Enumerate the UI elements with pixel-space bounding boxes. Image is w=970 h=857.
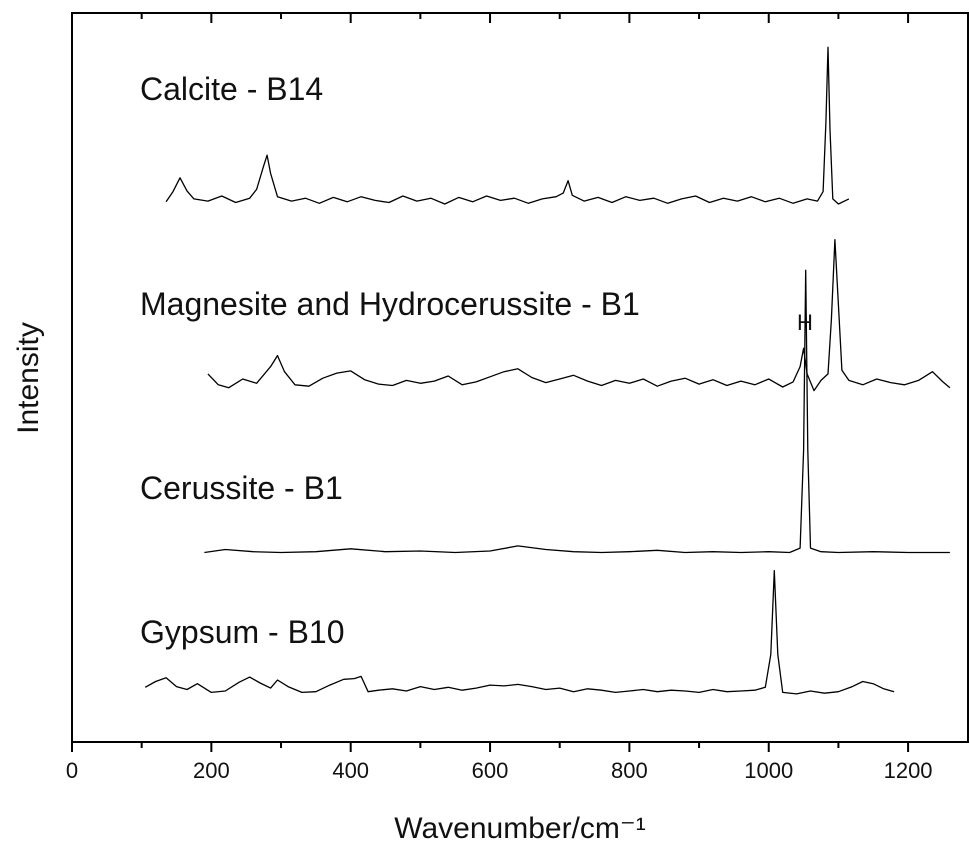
x-axis-title: Wavenumber/cm⁻¹ — [394, 812, 645, 845]
series-label: Cerussite - B1 — [140, 470, 343, 506]
x-tick-label: 600 — [472, 758, 509, 783]
x-tick-label: 200 — [193, 758, 230, 783]
spectrum-line — [165, 46, 850, 205]
series-label: Calcite - B14 — [140, 71, 323, 107]
x-tick-label: 0 — [66, 758, 78, 783]
spectrum-line — [207, 239, 951, 392]
plot-frame — [71, 12, 969, 743]
x-tick-label: 800 — [611, 758, 648, 783]
x-tick-label: 1200 — [884, 758, 933, 783]
spectrum-line — [204, 269, 950, 554]
x-tick-label: 400 — [332, 758, 369, 783]
y-axis-title: Intensity — [12, 322, 45, 434]
annotation: H — [797, 310, 813, 335]
series-label: Magnesite and Hydrocerussite - B1 — [140, 286, 640, 322]
x-tick-label: 1000 — [744, 758, 793, 783]
series-label: Gypsum - B10 — [140, 614, 345, 650]
spectrum-line — [144, 570, 895, 695]
